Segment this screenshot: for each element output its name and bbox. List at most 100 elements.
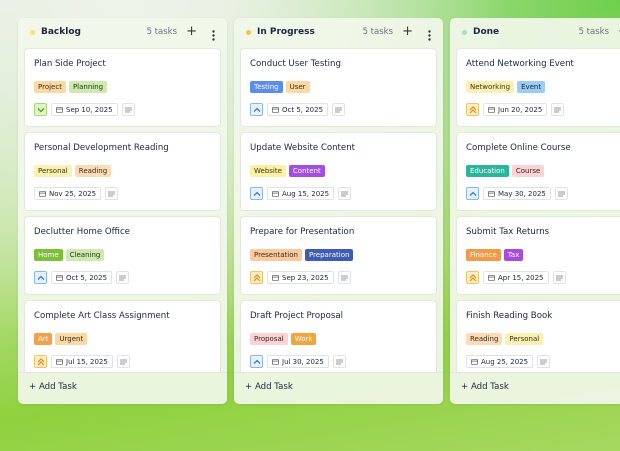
task-card[interactable]: Attend Networking Event Networking Event Ju… <box>456 48 620 127</box>
tag: Art <box>34 333 53 345</box>
add-button[interactable]: + <box>186 24 197 39</box>
date-text: Jul 30, 2025 <box>282 357 324 366</box>
tag: Content <box>288 165 325 177</box>
tag: Proposal <box>250 333 288 345</box>
card-meta: Jun 20, 2025 <box>466 103 565 116</box>
column-menu[interactable] <box>212 26 215 45</box>
due-date: Nov 25, 2025 <box>34 187 102 200</box>
tag: Personal <box>34 165 72 177</box>
due-date: Aug 15, 2025 <box>267 187 335 200</box>
date-text: Nov 25, 2025 <box>49 189 97 198</box>
tag-list: Home Cleaning <box>34 249 105 261</box>
add-button[interactable]: + <box>618 24 620 40</box>
card-title: Submit Tax Returns <box>466 227 550 237</box>
card-menu[interactable] <box>116 355 130 368</box>
task-count: 5 tasks <box>578 27 609 37</box>
column-header: In Progress 5 tasks + <box>234 18 443 48</box>
priority-icon <box>250 355 263 368</box>
tag-list: Presentation Preparation <box>250 249 354 261</box>
status-dot <box>462 30 467 35</box>
card-list: Conduct User Testing Testing User Oct 5, 20… <box>240 48 437 372</box>
card-menu[interactable] <box>332 355 346 368</box>
task-card[interactable]: Finish Reading Book Reading Personal Aug 25… <box>456 300 620 372</box>
tag: Reading <box>74 165 112 177</box>
tag: Planning <box>68 81 108 93</box>
tag-list: Reading Personal <box>466 333 544 345</box>
task-card[interactable]: Declutter Home Office Home Cleaning Oct 5, … <box>24 216 221 295</box>
card-meta: May 30, 2025 <box>466 187 568 200</box>
tag: Course <box>511 165 545 177</box>
tag-list: Personal Reading <box>34 165 112 177</box>
add-task-button[interactable]: + Add Task <box>29 382 77 392</box>
card-list: Attend Networking Event Networking Event Ju… <box>456 48 620 372</box>
tag: Event <box>517 81 546 93</box>
due-date: May 30, 2025 <box>483 187 551 200</box>
card-menu[interactable] <box>552 271 566 284</box>
card-menu[interactable] <box>121 103 135 116</box>
tag-list: Project Planning <box>34 81 108 93</box>
tag: Testing <box>250 81 283 93</box>
plus-icon: + <box>461 382 471 392</box>
tag: Work <box>290 333 317 345</box>
due-date: Jul 15, 2025 <box>51 355 113 368</box>
priority-icon <box>250 187 263 200</box>
priority-icon <box>250 271 263 284</box>
add-button[interactable]: + <box>402 24 413 39</box>
plus-icon: + <box>245 382 255 392</box>
card-meta: Aug 15, 2025 <box>250 187 352 200</box>
task-card[interactable]: Complete Art Class Assignment Art Urgent Ju… <box>24 300 221 372</box>
card-meta: Aug 25, 2025 <box>466 355 551 368</box>
tag-list: Finance Tax <box>466 249 524 261</box>
card-title: Conduct User Testing <box>250 59 341 69</box>
task-card[interactable]: Personal Development Reading Personal Read… <box>24 132 221 211</box>
priority-icon <box>466 271 479 284</box>
card-menu[interactable] <box>537 355 551 368</box>
column-header: Done 5 tasks + <box>450 18 620 48</box>
card-title: Complete Art Class Assignment <box>34 311 170 321</box>
card-menu[interactable] <box>105 187 119 200</box>
card-menu[interactable] <box>338 187 352 200</box>
priority-icon <box>466 187 479 200</box>
tag-list: Networking Event <box>466 81 546 93</box>
column-header: Backlog 5 tasks + <box>18 18 227 48</box>
add-task-button[interactable]: + Add Task <box>461 382 509 392</box>
column-title: Backlog <box>41 27 81 37</box>
tag-list: Website Content <box>250 165 325 177</box>
column: Done 5 tasks + Attend Networking Event Netwo… <box>450 18 620 404</box>
task-count: 5 tasks <box>146 27 177 37</box>
tag: Preparation <box>304 249 354 261</box>
due-date: Jul 30, 2025 <box>267 355 329 368</box>
add-task-button[interactable]: + Add Task <box>245 382 293 392</box>
tag: Personal <box>505 333 544 345</box>
tag: Urgent <box>55 333 88 345</box>
due-date: Sep 10, 2025 <box>51 103 118 116</box>
plus-icon: + <box>29 382 39 392</box>
column: In Progress 5 tasks + Conduct User Testing T… <box>234 18 443 404</box>
add-task-label: Add Task <box>38 382 77 392</box>
task-card[interactable]: Submit Tax Returns Finance Tax Apr 15, 2025 <box>456 216 620 295</box>
task-card[interactable]: Prepare for Presentation Presentation Prep… <box>240 216 437 295</box>
tag: Project <box>34 81 66 93</box>
card-menu[interactable] <box>332 103 346 116</box>
due-date: Apr 15, 2025 <box>483 271 549 284</box>
card-menu[interactable] <box>337 271 351 284</box>
date-text: Sep 23, 2025 <box>282 273 329 282</box>
card-menu[interactable] <box>551 103 565 116</box>
column-menu[interactable] <box>428 26 431 45</box>
card-meta: Oct 5, 2025 <box>250 103 346 116</box>
column-footer: + Add Task <box>234 372 443 405</box>
card-title: Attend Networking Event <box>466 59 574 69</box>
date-text: Jul 15, 2025 <box>66 357 108 366</box>
task-card[interactable]: Conduct User Testing Testing User Oct 5, 20… <box>240 48 437 127</box>
task-card[interactable]: Plan Side Project Project Planning Sep 10, … <box>24 48 221 127</box>
tag-list: Art Urgent <box>34 333 88 345</box>
card-title: Draft Project Proposal <box>250 311 344 321</box>
task-card[interactable]: Update Website Content Website Content Aug … <box>240 132 437 211</box>
task-card[interactable]: Draft Project Proposal Proposal Work Jul 30… <box>240 300 437 372</box>
date-text: Jun 20, 2025 <box>498 105 543 114</box>
card-meta: Apr 15, 2025 <box>466 271 566 284</box>
task-card[interactable]: Complete Online Course Education Course May… <box>456 132 620 211</box>
card-menu[interactable] <box>116 271 130 284</box>
card-menu[interactable] <box>554 187 568 200</box>
